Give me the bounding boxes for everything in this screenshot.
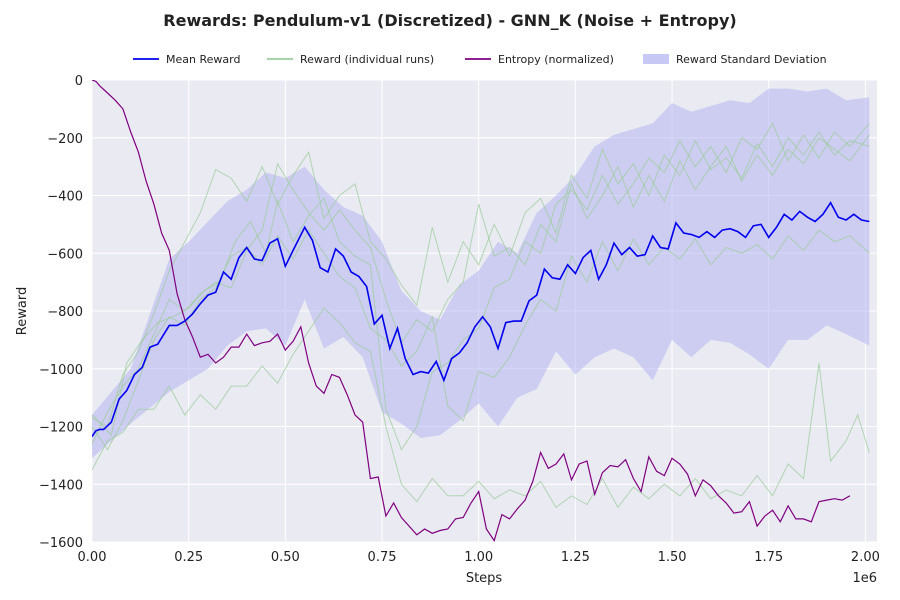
series-layer [92, 80, 870, 542]
legend-label: Reward Standard Deviation [676, 53, 827, 66]
reward-std-band [92, 88, 870, 459]
individual-run-line [92, 131, 870, 428]
x-tick-label: 0.50 [271, 550, 300, 565]
x-tick-label: 0.75 [368, 550, 397, 565]
y-tick-label: −1600 [39, 536, 83, 551]
x-tick-label: 0.00 [78, 550, 107, 565]
legend-label: Entropy (normalized) [498, 53, 614, 66]
y-tick-label: −200 [47, 132, 83, 147]
y-tick-label: 0 [75, 74, 83, 89]
y-axis-label: Reward [15, 287, 30, 335]
y-tick-label: −1400 [39, 478, 83, 493]
y-tick-label: −1200 [39, 421, 83, 436]
x-tick-label: 1.50 [658, 550, 687, 565]
x-tick-label: 2.00 [851, 550, 880, 565]
x-tick-label: 0.25 [174, 550, 203, 565]
x-axis-offset-label: 1e6 [852, 571, 877, 586]
legend-label: Mean Reward [166, 53, 240, 66]
x-axis-label: Steps [466, 571, 503, 586]
entropy-line [92, 80, 851, 542]
y-tick-label: −600 [47, 247, 83, 262]
legend: Mean Reward Reward (individual runs) Entro… [133, 53, 827, 66]
legend-swatch-band [643, 54, 669, 64]
legend-label: Reward (individual runs) [300, 53, 434, 66]
y-tick-label: −1000 [39, 363, 83, 378]
y-axis-ticks: 0 −200 −400 −600 −800 −1000 −1200 −1400 −1600 [39, 74, 83, 551]
individual-run-line [92, 307, 870, 509]
x-tick-label: 1.75 [754, 550, 783, 565]
chart-title: Rewards: Pendulum-v1 (Discretized) - GNN… [163, 11, 736, 30]
y-tick-label: −800 [47, 305, 83, 320]
y-tick-label: −400 [47, 190, 83, 205]
individual-run-line [92, 134, 870, 445]
x-tick-label: 1.25 [561, 550, 590, 565]
x-tick-label: 1.00 [464, 550, 493, 565]
x-axis-ticks: 0.00 0.25 0.50 0.75 1.00 1.25 1.50 1.75 2.00 [78, 550, 880, 565]
mean-reward-line [92, 201, 870, 438]
